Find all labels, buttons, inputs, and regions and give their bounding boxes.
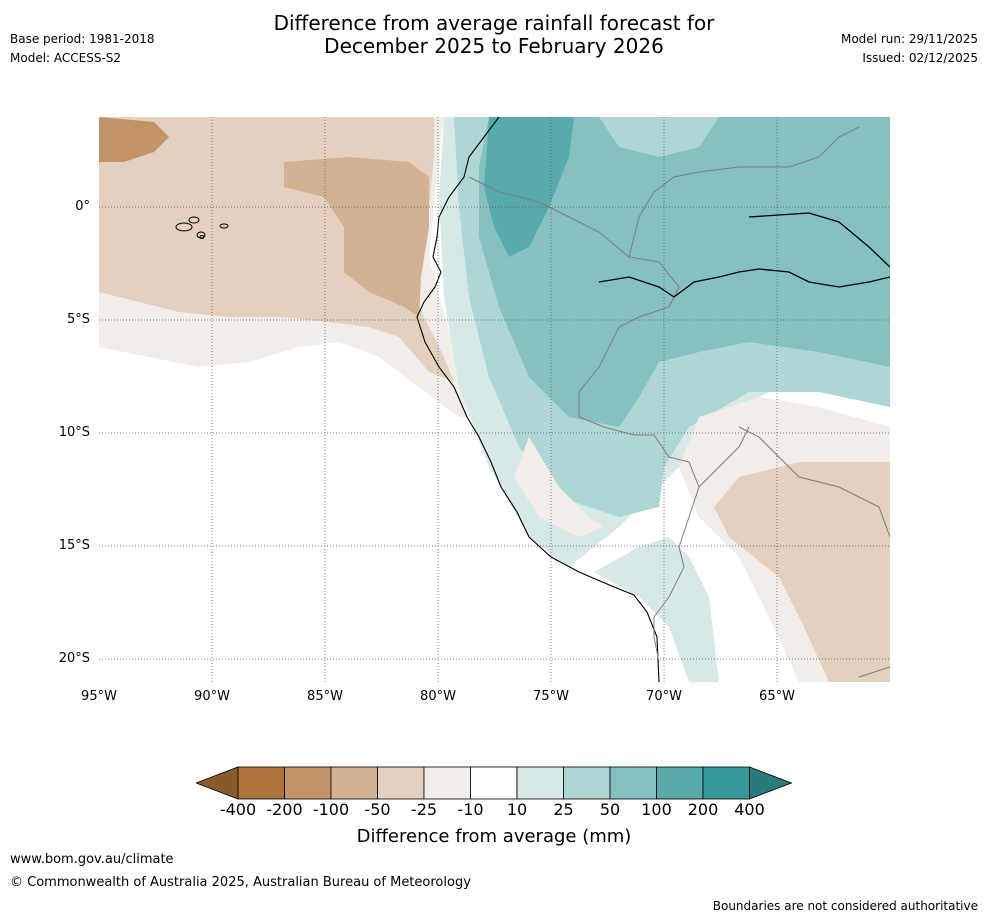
lon-tick-label: 85°W — [307, 689, 343, 704]
colorbar-tick-label: 100 — [641, 800, 672, 819]
colorbar — [196, 766, 792, 800]
lat-tick-label: 0° — [75, 199, 90, 214]
colorbar-tick-label: 200 — [687, 800, 719, 819]
galapagos-islands — [175, 216, 229, 239]
anomaly-region-plus-25-north — [599, 117, 719, 157]
lon-tick-label: 90°W — [194, 689, 230, 704]
colorbar-segment — [284, 766, 332, 800]
anomaly-region-minus-50 — [284, 157, 429, 317]
colorbar-segment — [423, 766, 471, 800]
colorbar-tick-label: 400 — [734, 800, 765, 819]
amazon-river — [598, 212, 890, 298]
colorbar-extend-high — [749, 766, 792, 800]
lat-tick-label: 15°S — [58, 538, 90, 553]
lon-tick-label: 65°W — [759, 689, 795, 704]
colorbar-segment — [237, 766, 285, 800]
colorbar-segment — [563, 766, 611, 800]
issued-text: Issued: 02/12/2025 — [862, 51, 978, 65]
lat-tick-label: 5°S — [66, 312, 90, 327]
disclaimer-text: Boundaries are not considered authoritat… — [712, 899, 978, 913]
lon-tick-label: 95°W — [81, 689, 117, 704]
colorbar-tick-label: -25 — [410, 800, 438, 819]
colorbar-segment — [377, 766, 425, 800]
colorbar-segment — [609, 766, 657, 800]
graticule — [99, 117, 890, 682]
copyright-text: © Commonwealth of Australia 2025, Austra… — [10, 875, 471, 890]
colorbar-segment — [702, 766, 750, 800]
model-text: Model: ACCESS-S2 — [10, 51, 122, 65]
colorbar-extend-low — [196, 766, 239, 800]
colorbar-segment — [470, 766, 518, 800]
anomaly-region-plus-100 — [484, 117, 574, 257]
lon-tick-label: 80°W — [420, 689, 456, 704]
anomaly-region-minus-100 — [99, 117, 169, 162]
colorbar-tick-label: 10 — [506, 800, 528, 819]
lon-tick-label: 75°W — [533, 689, 569, 704]
rainfall-anomaly-map — [99, 117, 890, 682]
colorbar-segment — [656, 766, 704, 800]
anomaly-region-plus-50 — [479, 117, 890, 427]
colorbar-tick-label: -200 — [266, 800, 303, 819]
colorbar-tick-label: -100 — [312, 800, 350, 819]
lat-tick-label: 20°S — [58, 651, 90, 666]
anomaly-region-minus-10-peru — [514, 437, 604, 537]
website-link[interactable]: www.bom.gov.au/climate — [10, 852, 174, 867]
colorbar-segment — [516, 766, 564, 800]
colorbar-tick-label: -10 — [457, 800, 484, 819]
colorbar-tick-label: 25 — [553, 800, 574, 819]
colorbar-tick-label: -50 — [364, 800, 391, 819]
model-run-text: Model run: 29/11/2025 — [840, 32, 978, 46]
lon-tick-label: 70°W — [646, 689, 682, 704]
page-title: Difference from average rainfall forecas… — [0, 12, 988, 58]
base-period-text: Base period: 1981-2018 — [10, 32, 155, 46]
anomaly-region-minus-25-east — [714, 462, 890, 682]
colorbar-tick-label: 50 — [599, 800, 621, 819]
title-line-2: December 2025 to February 2026 — [324, 34, 664, 58]
lat-tick-label: 10°S — [58, 425, 90, 440]
title-line-1: Difference from average rainfall forecas… — [273, 11, 715, 35]
anomaly-region-plus-10-south — [594, 537, 719, 682]
colorbar-segment — [330, 766, 378, 800]
colorbar-title: Difference from average (mm) — [356, 826, 632, 847]
country-borders — [468, 126, 890, 678]
colorbar-tick-label: -400 — [219, 800, 257, 819]
